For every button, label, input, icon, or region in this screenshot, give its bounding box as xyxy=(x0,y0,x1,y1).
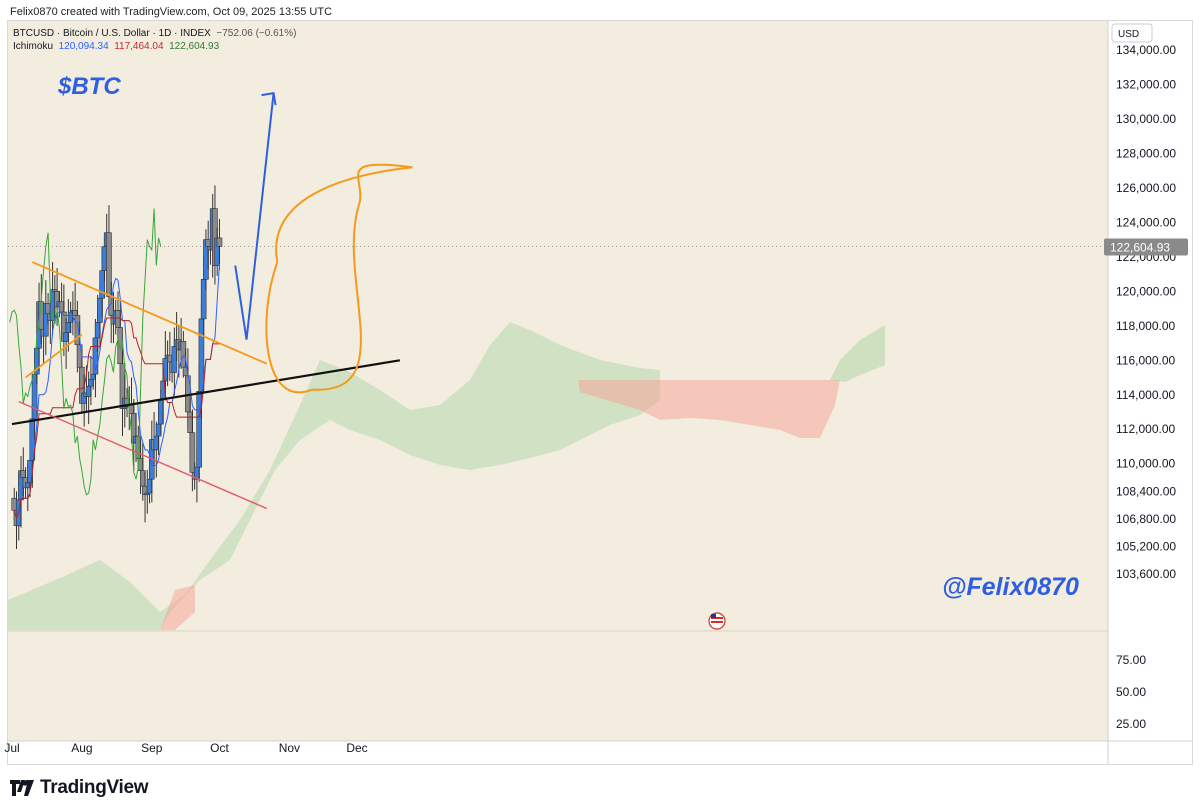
x-tick-label: Jul xyxy=(4,741,19,755)
x-tick-label: Oct xyxy=(210,741,229,755)
y-tick-label: 108,400.00 xyxy=(1116,484,1176,498)
candle-body xyxy=(65,322,72,334)
y-tick-label: 126,000.00 xyxy=(1116,181,1176,195)
ichimoku-cloud-bullish xyxy=(8,322,660,630)
candle-body xyxy=(63,332,69,342)
tradingview-logo-icon xyxy=(10,780,34,796)
target-ellipse xyxy=(265,163,413,394)
chart-legend: BTCUSD · Bitcoin / U.S. Dollar · 1D · IN… xyxy=(13,27,296,53)
candle-body xyxy=(58,301,65,313)
y-tick-label: 132,000.00 xyxy=(1116,78,1176,92)
ichimoku-cloud-bearish xyxy=(578,380,840,438)
y-tick-label: 110,000.00 xyxy=(1116,457,1175,471)
x-tick-label: Nov xyxy=(279,741,300,755)
handle-annotation: @Felix0870 xyxy=(942,573,1079,601)
lower-pane-tick-label: 25.00 xyxy=(1116,717,1146,731)
ichimoku-cloud-bullish xyxy=(830,325,885,382)
y-tick-label: 134,000.00 xyxy=(1116,43,1176,57)
candle-body xyxy=(31,373,38,420)
y-tick-label: 112,000.00 xyxy=(1116,422,1175,436)
ichimoku-tenkan-line xyxy=(13,263,220,520)
candle-body xyxy=(216,237,223,247)
event-marker-canton xyxy=(711,614,716,618)
lower-pane-tick-label: 75.00 xyxy=(1116,653,1146,667)
last-price-badge xyxy=(1104,238,1188,256)
last-price-label: 122,604.93 xyxy=(1110,240,1170,254)
candle-body xyxy=(187,411,193,433)
candle-body xyxy=(20,470,27,478)
candle-body xyxy=(153,435,160,451)
y-tick-label: 106,800.00 xyxy=(1116,512,1176,526)
orange-triangle-lower-line xyxy=(24,333,83,379)
ichimoku-cloud-bearish xyxy=(160,585,195,630)
candle-body xyxy=(94,322,101,339)
candle-body xyxy=(85,385,92,397)
y-tick-label: 128,000.00 xyxy=(1116,146,1176,160)
ichimoku-value-kijun: 117,464.04 xyxy=(114,41,164,52)
event-marker-stripe xyxy=(711,621,723,623)
candle-body xyxy=(99,270,105,299)
forecast-arrow xyxy=(234,93,275,340)
y-tick-label: 130,000.00 xyxy=(1116,112,1176,126)
candle-body xyxy=(189,432,196,473)
x-tick-label: Dec xyxy=(346,741,367,755)
y-tick-label: 118,000.00 xyxy=(1116,319,1175,333)
ticker-annotation: $BTC xyxy=(57,73,121,100)
x-tick-label: Sep xyxy=(141,741,163,755)
indicator-name[interactable]: Ichimoku xyxy=(13,41,54,52)
plot-background xyxy=(8,21,1108,741)
candle-body xyxy=(139,470,146,487)
ichimoku-value-tenkan: 120,094.34 xyxy=(58,41,109,52)
candle-body xyxy=(24,482,31,489)
black-trendline xyxy=(11,359,401,426)
candle-body xyxy=(115,310,121,328)
candle-body xyxy=(74,315,81,346)
y-tick-label: 120,000.00 xyxy=(1116,284,1176,298)
currency-box xyxy=(1111,23,1153,43)
candle-body xyxy=(180,341,187,368)
candle-body xyxy=(106,232,112,297)
pink-channel-line xyxy=(18,401,268,510)
symbol-line[interactable]: BTCUSD · Bitcoin / U.S. Dollar · 1D · IN… xyxy=(13,28,211,39)
candle-body xyxy=(155,423,162,437)
price-change: −752.06 (−0.61%) xyxy=(216,28,297,39)
x-tick-label: Aug xyxy=(71,741,92,755)
ichimoku-value-3: 122,604.93 xyxy=(169,41,220,52)
y-tick-label: 124,000.00 xyxy=(1116,215,1176,229)
tradingview-wordmark: TradingView xyxy=(40,777,149,798)
candle-body xyxy=(158,399,164,425)
candle-body xyxy=(97,297,103,323)
candle-body xyxy=(88,378,94,387)
currency-label: USD xyxy=(1118,29,1139,40)
y-tick-label: 114,000.00 xyxy=(1116,388,1175,402)
candle-body xyxy=(117,327,124,365)
y-tick-label: 105,200.00 xyxy=(1116,539,1176,553)
orange-triangle-upper-line xyxy=(31,261,268,365)
candle-body xyxy=(146,478,153,494)
tradingview-logo[interactable]: TradingView xyxy=(10,776,149,800)
candle-body xyxy=(200,278,207,320)
forecast-arrow-head xyxy=(261,91,277,106)
candle-body xyxy=(90,373,96,380)
y-tick-label: 116,000.00 xyxy=(1116,353,1175,367)
chart-credit: Felix0870 created with TradingView.com, … xyxy=(10,6,333,18)
candle-body xyxy=(171,346,178,373)
chart-frame xyxy=(7,20,1193,765)
lower-pane-tick-label: 50.00 xyxy=(1116,685,1146,699)
ichimoku-chikou-line xyxy=(9,208,162,496)
event-marker-stripe xyxy=(711,617,723,619)
candle-body xyxy=(72,310,78,316)
y-tick-label: 103,600.00 xyxy=(1116,567,1176,581)
